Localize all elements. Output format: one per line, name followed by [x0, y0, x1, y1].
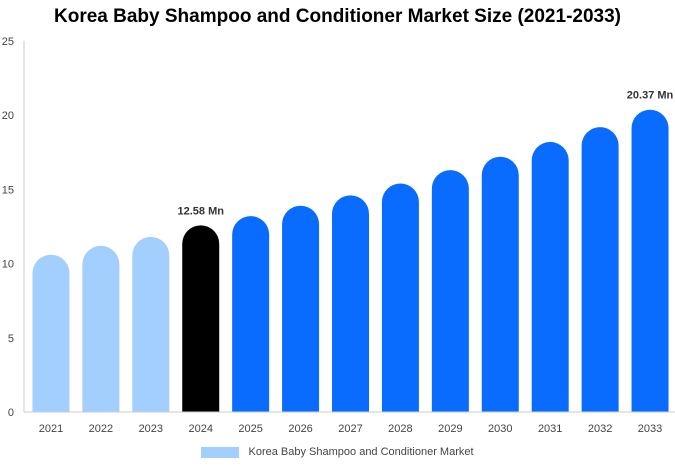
- bar-2021[interactable]: [32, 254, 70, 412]
- bar-2027[interactable]: [332, 195, 369, 412]
- x-tick-label: 2030: [488, 423, 512, 435]
- y-tick-label: 10: [2, 259, 14, 271]
- x-tick-label: 2032: [588, 423, 612, 435]
- x-tick-label: 2033: [638, 423, 662, 435]
- bars: [32, 109, 669, 413]
- data-labels: 12.58 Mn 20.37 Mn: [177, 90, 673, 218]
- bar-2026[interactable]: [282, 205, 320, 412]
- legend-label: Korea Baby Shampoo and Conditioner Marke…: [248, 446, 474, 459]
- y-tick-label: 0: [8, 407, 14, 419]
- legend-swatch: [201, 446, 240, 458]
- data-label-2033: 20.37 Mn: [627, 90, 674, 102]
- x-tick-label: 2024: [188, 423, 212, 435]
- x-tick-label: 2029: [438, 423, 462, 435]
- x-tick-label: 2027: [338, 423, 362, 435]
- bar-2030[interactable]: [481, 156, 519, 412]
- x-tick-label: 2023: [139, 423, 163, 435]
- x-tick-label: 2021: [39, 423, 63, 435]
- data-label-2024: 12.58 Mn: [177, 205, 224, 217]
- y-tick-label: 25: [2, 36, 14, 48]
- bar-2031[interactable]: [531, 141, 569, 413]
- chart-title: Korea Baby Shampoo and Conditioner Marke…: [54, 6, 621, 27]
- bar-2029[interactable]: [431, 170, 469, 412]
- y-tick-label: 20: [2, 110, 14, 122]
- x-axis: 2021 2022 2023 2024 2025 2026 2027 2028 2029 2030…: [24, 411, 675, 435]
- bar-2033[interactable]: [631, 109, 669, 413]
- bar-2028[interactable]: [381, 183, 419, 412]
- y-tick-label: 5: [8, 333, 14, 345]
- bar-2032[interactable]: [581, 127, 619, 412]
- legend[interactable]: Korea Baby Shampoo and Conditioner Marke…: [0, 446, 675, 458]
- x-tick-label: 2028: [388, 423, 412, 435]
- x-tick-label: 2022: [89, 423, 113, 435]
- y-tick-label: 15: [2, 184, 14, 196]
- x-tick-label: 2031: [538, 423, 562, 435]
- x-tick-label: 2025: [238, 423, 262, 435]
- bar-2023[interactable]: [132, 236, 170, 412]
- bar-2025[interactable]: [232, 216, 270, 412]
- bar-2022[interactable]: [82, 245, 120, 412]
- bar-2024[interactable]: [182, 225, 220, 412]
- y-axis: 0 5 10 15 20 25: [2, 36, 25, 419]
- x-tick-label: 2026: [288, 423, 312, 435]
